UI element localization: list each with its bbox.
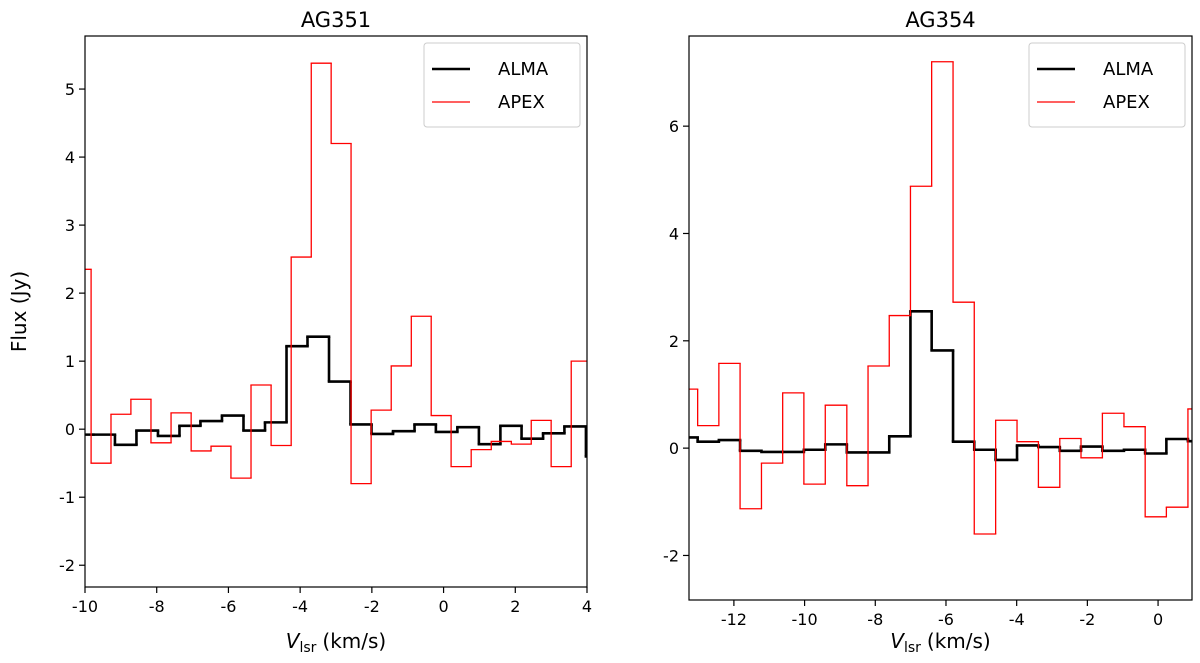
x-tick-label: 4: [582, 597, 592, 616]
y-tick-label: 2: [65, 284, 75, 303]
x-tick-label: -8: [149, 597, 165, 616]
x-tick-label: -6: [220, 597, 236, 616]
x-label-symbol: V: [890, 629, 905, 653]
y-tick-label: 6: [669, 117, 679, 136]
y-tick-label: 4: [65, 148, 75, 167]
x-axis-label: Vlsr (km/s): [890, 629, 990, 656]
y-tick-label: 5: [65, 80, 75, 99]
x-label-subscript: lsr: [299, 640, 316, 656]
x-label-unit: (km/s): [322, 629, 386, 653]
chart-title: AG354: [905, 8, 975, 32]
plot-area: [689, 61, 1192, 535]
chart-title: AG351: [301, 8, 371, 32]
axes-frame: [84, 35, 588, 588]
x-label-symbol: V: [286, 629, 301, 653]
y-tick-label: -1: [59, 488, 75, 507]
x-tick-label: -12: [721, 610, 747, 629]
legend-label: ALMA: [1103, 59, 1154, 80]
legend-box: [423, 42, 581, 128]
legend-label: ALMA: [498, 59, 549, 80]
x-axis-label: Vlsr (km/s): [286, 629, 386, 656]
legend-label: APEX: [1103, 92, 1150, 113]
y-tick-label: 3: [65, 216, 75, 235]
x-tick-label: -10: [792, 610, 818, 629]
y-tick-label: 0: [65, 420, 75, 439]
y-tick-label: 1: [65, 352, 75, 371]
y-tick-label: -2: [663, 546, 679, 565]
x-tick-label: -10: [72, 597, 98, 616]
x-label-subscript: lsr: [904, 640, 921, 656]
plot-area: [85, 62, 587, 485]
legend-label: APEX: [498, 92, 545, 113]
x-tick-label: -6: [938, 610, 954, 629]
y-tick-label: 4: [669, 224, 679, 243]
x-tick-label: 0: [1153, 610, 1163, 629]
axes-frame: [688, 35, 1193, 601]
x-tick-label: -8: [867, 610, 883, 629]
y-tick-label: 2: [669, 332, 679, 351]
legend-box: [1028, 42, 1186, 128]
y-tick-label: 0: [669, 439, 679, 458]
x-tick-label: -4: [292, 597, 308, 616]
y-axis-label: Flux (Jy): [7, 271, 31, 352]
x-tick-label: 2: [510, 597, 520, 616]
x-tick-label: -2: [1079, 610, 1095, 629]
x-tick-label: -4: [1009, 610, 1025, 629]
x-tick-label: 0: [438, 597, 448, 616]
y-tick-label: -2: [59, 556, 75, 575]
x-label-unit: (km/s): [927, 629, 991, 653]
x-tick-label: -2: [364, 597, 380, 616]
